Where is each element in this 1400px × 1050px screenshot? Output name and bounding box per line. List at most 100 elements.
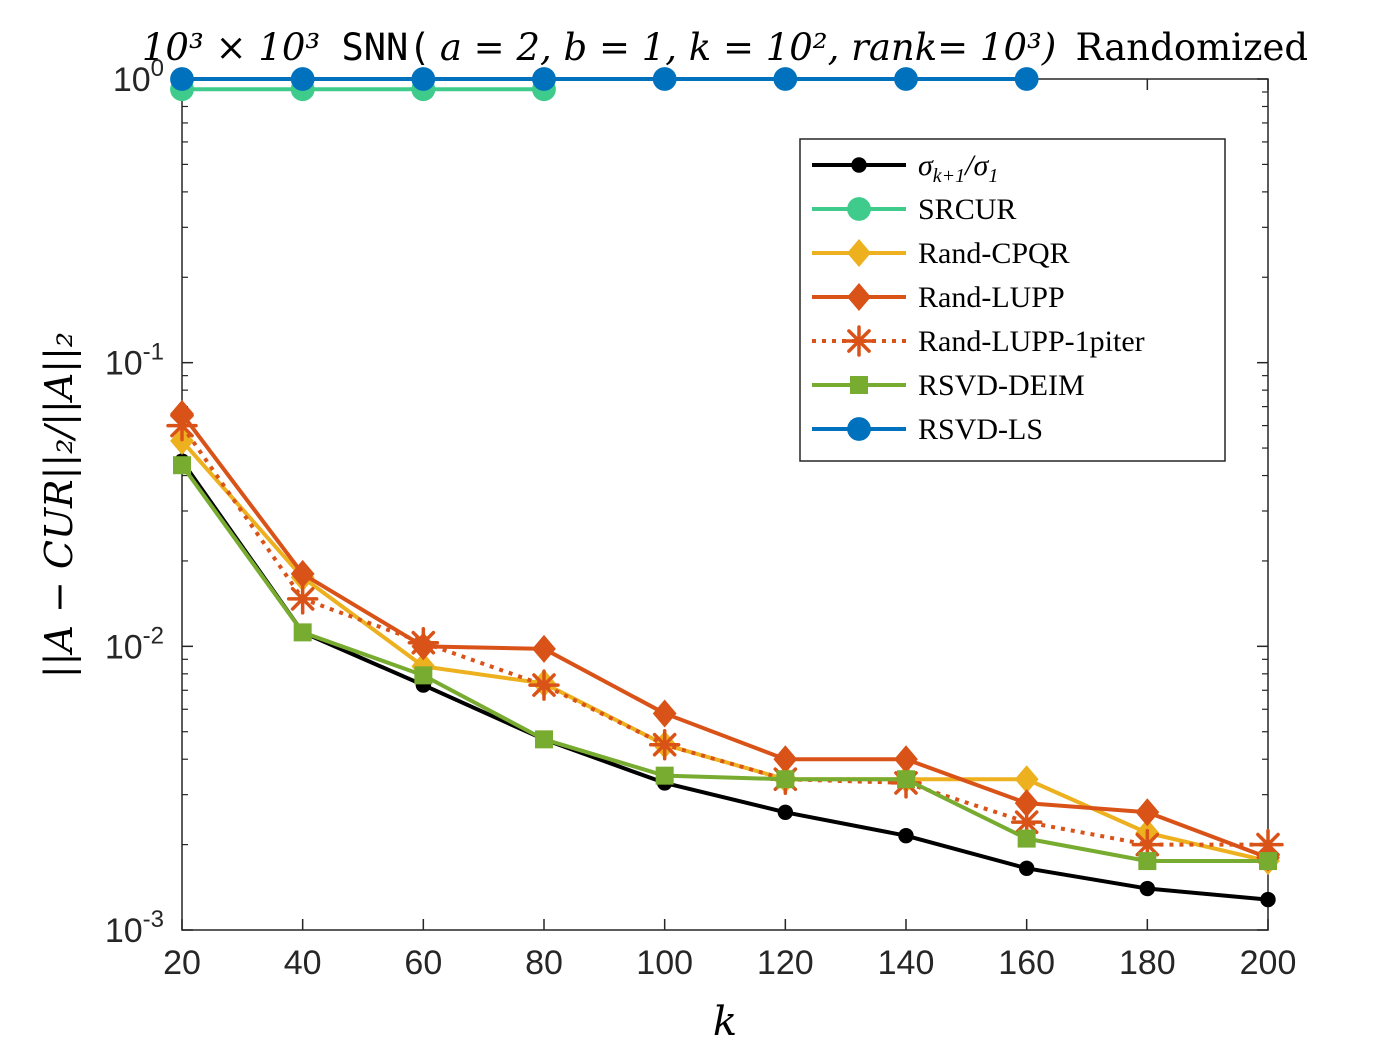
legend-label: RSVD-LS <box>918 413 1043 446</box>
y-tick-label: 10-1 <box>105 339 164 383</box>
data-point <box>1010 806 1043 838</box>
legend-label: Rand-LUPP-1piter <box>918 325 1145 358</box>
data-point <box>897 770 915 789</box>
data-point <box>290 559 315 588</box>
data-point <box>1014 67 1039 91</box>
series-layer <box>166 67 1284 908</box>
x-axis-label: k <box>713 999 737 1045</box>
legend-marker <box>847 197 871 221</box>
y-tick-base: 10 <box>105 345 143 383</box>
legend-entry: Rand-LUPP <box>812 281 1065 314</box>
legend-entry: RSVD-LS <box>812 413 1043 446</box>
legend-marker <box>851 157 867 173</box>
data-point <box>293 623 312 642</box>
y-tick-exponent: -1 <box>143 339 164 366</box>
y-tick-label: 10-2 <box>105 622 164 666</box>
data-point <box>1014 789 1039 818</box>
data-point <box>1131 828 1164 861</box>
series-line <box>180 464 1268 864</box>
series-line <box>180 459 1269 902</box>
data-point <box>898 827 914 844</box>
data-point <box>777 804 794 820</box>
x-tick-label: 60 <box>404 944 442 982</box>
data-point <box>535 730 553 749</box>
legend-entry: Rand-LUPP-1piter <box>812 325 1145 358</box>
y-tick-base: 10 <box>105 912 143 950</box>
legend-label: SRCUR <box>918 193 1016 226</box>
legend-subscript: 1 <box>988 165 998 187</box>
legend-marker <box>847 239 871 267</box>
data-point <box>773 67 798 91</box>
data-point <box>652 699 677 728</box>
legend-symbol: /σ <box>963 149 989 182</box>
legend-entry: RSVD-DEIM <box>812 369 1085 402</box>
y-tick-exponent: 0 <box>151 55 164 82</box>
x-tick-label: 100 <box>636 944 693 982</box>
legend-label: Rand-CPQR <box>918 237 1070 270</box>
x-tick-label: 40 <box>284 944 322 982</box>
legend-subscript: k+1 <box>933 165 965 187</box>
legend-marker <box>850 376 868 394</box>
data-point <box>1135 798 1160 827</box>
legend-label: σk+1/σ1 <box>918 149 998 187</box>
data-point <box>652 67 677 91</box>
x-tick-label: 200 <box>1240 944 1297 982</box>
legend-marker <box>843 325 875 357</box>
series-line <box>180 412 1269 860</box>
data-point <box>170 67 194 91</box>
x-tick-label: 180 <box>1119 944 1176 982</box>
chart-title-suffix: Randomized <box>1076 26 1309 69</box>
data-point <box>173 456 191 475</box>
data-point <box>1017 829 1036 848</box>
data-point <box>648 728 681 761</box>
data-point <box>1259 852 1277 871</box>
legend-marker <box>847 417 871 441</box>
data-point <box>894 67 918 91</box>
chart-title-function: SNN( <box>342 26 431 69</box>
data-point <box>776 770 795 789</box>
data-point <box>1260 891 1276 908</box>
data-point <box>286 583 319 615</box>
y-tick-exponent: -2 <box>143 622 164 649</box>
axis-ticks: 20 40 60 80 100 120 140 160 180 20010010-110-210-… <box>105 55 1297 982</box>
series-rsvd-ls <box>170 67 1039 91</box>
legend: σk+1/σ1 SRCUR Rand-CPQR Rand-LUPP Rand-LUPP-… <box>799 138 1226 462</box>
legend-box <box>799 138 1226 462</box>
data-point <box>407 626 440 659</box>
y-tick-exponent: -3 <box>143 906 164 933</box>
data-point <box>532 67 556 91</box>
chart-title-args: a = 2, b = 1, k = 10², rank= 10³) <box>440 26 1056 69</box>
data-point <box>1139 880 1156 897</box>
y-axis-label: ||A − CUR||₂/||A||₂ <box>37 332 81 678</box>
data-point <box>894 745 918 774</box>
x-tick-label: 20 <box>163 944 201 982</box>
x-tick-label: 120 <box>757 944 814 982</box>
data-point <box>290 67 315 91</box>
x-tick-label: 80 <box>525 944 563 982</box>
chart-title: 10³ × 10³ SNN( a = 2, b = 1, k = 10², ra… <box>142 26 1308 69</box>
data-point <box>1138 852 1157 871</box>
legend-symbol: σ <box>918 149 934 182</box>
legend-entry: σk+1/σ1 <box>812 149 998 187</box>
x-tick-label: 140 <box>878 944 935 982</box>
legend-entry: SRCUR <box>812 193 1016 226</box>
y-tick-base: 10 <box>105 628 143 666</box>
y-tick-base: 10 <box>113 61 151 99</box>
chart-title-prefix: 10³ × 10³ <box>142 26 320 69</box>
data-point <box>655 766 674 785</box>
series-rsvd-deim <box>173 456 1277 871</box>
legend-label: RSVD-DEIM <box>918 369 1085 402</box>
data-point <box>411 67 436 91</box>
data-point <box>1018 860 1035 877</box>
legend-marker <box>847 283 871 311</box>
data-point <box>532 634 556 663</box>
data-point <box>528 669 560 701</box>
data-point <box>773 745 798 774</box>
data-point <box>414 666 433 685</box>
legend-entry: Rand-CPQR <box>812 237 1070 270</box>
x-tick-label: 160 <box>998 944 1055 982</box>
data-point <box>1014 765 1039 794</box>
data-point <box>166 409 198 442</box>
legend-label: Rand-LUPP <box>918 281 1065 314</box>
